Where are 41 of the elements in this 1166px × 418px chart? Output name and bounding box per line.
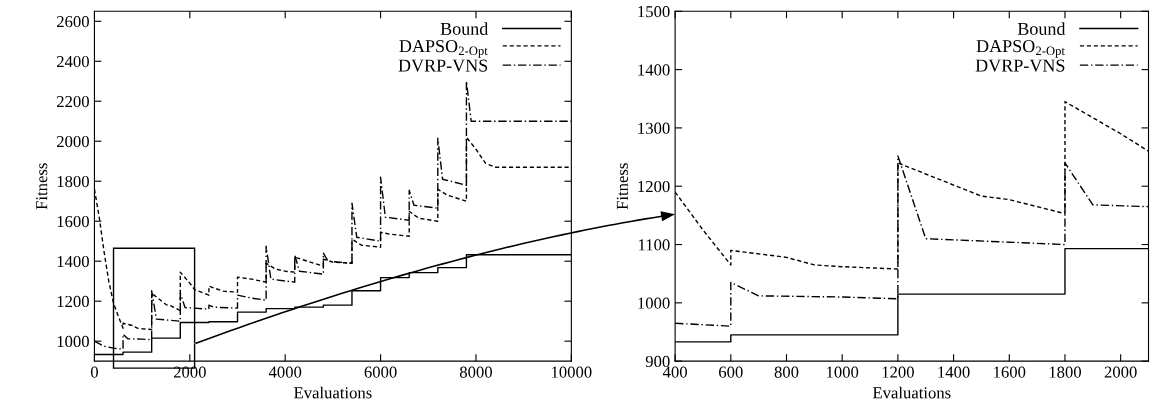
x-tick-label: 1400 <box>938 366 970 378</box>
x-tick-label: 1600 <box>994 366 1026 378</box>
x-tick-label: 1000 <box>826 366 859 378</box>
legend-label: DVRP-VNS <box>398 59 488 72</box>
y-tick-label: 1100 <box>639 239 670 251</box>
legend-label: Bound <box>440 22 489 35</box>
y-tick-label: 900 <box>645 355 670 368</box>
y-tick-label: 1000 <box>638 297 670 309</box>
y-axis-title: Fitness <box>36 163 48 210</box>
x-tick-label: 800 <box>774 366 799 378</box>
x-tick-label: 6000 <box>364 366 397 378</box>
y-tick-label: 1800 <box>57 175 89 188</box>
x-tick-label: 2000 <box>173 366 206 378</box>
x-axis-title: Evaluations <box>294 386 372 399</box>
legend-label: DVRP-VNS <box>975 59 1065 72</box>
y-tick-label: 2600 <box>56 15 89 28</box>
y-tick-label: 2400 <box>56 55 89 68</box>
y-tick-label: 1400 <box>638 64 670 76</box>
y-tick-label: 1200 <box>638 180 670 193</box>
y-tick-label: 1400 <box>57 255 89 268</box>
x-tick-label: 8000 <box>459 366 492 378</box>
x-tick-label: 2000 <box>1104 366 1137 378</box>
x-tick-label: 0 <box>90 366 98 378</box>
y-axis-title: Fitness <box>616 163 628 210</box>
y-tick-label: 1200 <box>57 295 89 308</box>
x-tick-label: 4000 <box>268 366 302 378</box>
x-tick-label: 10000 <box>551 366 592 378</box>
y-tick-label: 1300 <box>638 122 670 134</box>
legend-label: DAPSO$_{2-Opt}$ <box>399 40 488 58</box>
y-tick-label: 1500 <box>638 5 670 18</box>
y-tick-label: 1600 <box>57 215 89 228</box>
y-tick-label: 1000 <box>57 335 89 348</box>
legend-label: Bound <box>1017 22 1066 35</box>
y-tick-label: 2000 <box>56 135 89 148</box>
y-tick-label: 2200 <box>56 95 89 108</box>
x-axis-title: Evaluations <box>872 386 951 399</box>
x-tick-label: 400 <box>662 366 687 378</box>
x-tick-label: 1800 <box>1049 366 1081 378</box>
x-tick-label: 1200 <box>882 366 914 378</box>
legend-label: DAPSO$_{2-Opt}$ <box>976 40 1065 58</box>
x-tick-label: 600 <box>719 366 743 378</box>
